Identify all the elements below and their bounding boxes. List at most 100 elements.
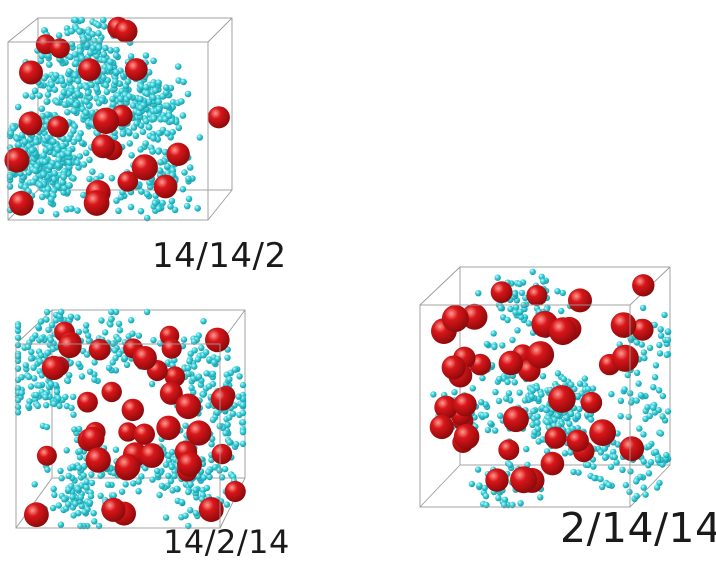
small-sphere — [179, 112, 187, 119]
small-sphere — [51, 170, 58, 177]
small-sphere — [490, 330, 497, 337]
small-sphere — [39, 112, 46, 120]
large-sphere — [207, 106, 230, 129]
small-sphere — [50, 400, 58, 407]
small-sphere — [58, 77, 66, 85]
small-sphere — [115, 336, 122, 343]
small-sphere — [171, 472, 178, 480]
small-sphere — [652, 448, 660, 456]
small-sphere — [503, 395, 510, 402]
small-sphere — [597, 475, 604, 483]
small-sphere — [52, 382, 59, 389]
small-sphere — [115, 320, 123, 327]
small-sphere — [132, 132, 140, 140]
simulation-box-render-b — [14, 308, 247, 530]
small-sphere — [567, 410, 575, 418]
small-sphere — [165, 472, 172, 479]
small-sphere — [644, 404, 651, 411]
small-sphere — [86, 499, 94, 506]
small-sphere — [74, 159, 81, 166]
small-sphere — [88, 479, 96, 487]
small-sphere — [164, 102, 171, 110]
small-sphere — [74, 207, 81, 214]
small-sphere — [487, 420, 494, 427]
small-sphere — [540, 278, 547, 285]
small-sphere — [115, 207, 122, 215]
small-sphere — [43, 190, 51, 198]
small-sphere — [36, 358, 44, 365]
small-sphere — [194, 205, 201, 212]
small-sphere — [516, 280, 523, 288]
small-sphere — [48, 321, 56, 329]
small-sphere — [71, 72, 79, 79]
small-sphere — [162, 461, 170, 468]
box-front-edges — [419, 304, 631, 508]
small-sphere — [475, 290, 482, 297]
small-sphere — [102, 329, 109, 336]
small-sphere — [103, 88, 111, 96]
small-sphere — [10, 125, 17, 132]
small-sphere — [640, 484, 647, 491]
small-sphere — [46, 61, 53, 68]
small-sphere — [60, 135, 67, 143]
large-sphere — [92, 107, 120, 134]
small-sphere — [484, 426, 492, 434]
small-sphere — [118, 488, 126, 495]
small-sphere — [53, 388, 61, 396]
small-sphere — [76, 454, 84, 461]
large-sphere — [526, 341, 555, 369]
large-sphere — [186, 420, 212, 446]
small-sphere — [61, 496, 68, 503]
small-sphere — [637, 392, 645, 399]
small-sphere — [70, 512, 77, 519]
small-sphere — [112, 308, 120, 316]
small-sphere — [106, 64, 114, 72]
small-sphere — [68, 205, 75, 212]
small-sphere — [41, 158, 49, 166]
small-sphere — [108, 308, 115, 316]
large-sphere — [485, 468, 509, 492]
small-sphere — [663, 451, 670, 459]
small-sphere — [162, 89, 170, 96]
small-sphere — [91, 376, 98, 383]
small-sphere — [155, 79, 162, 86]
large-sphere — [131, 154, 158, 181]
small-sphere — [180, 336, 188, 343]
small-sphere — [162, 84, 170, 91]
small-sphere — [127, 203, 135, 211]
small-sphere — [149, 476, 156, 483]
small-sphere — [54, 99, 61, 106]
small-sphere — [190, 338, 198, 345]
small-sphere — [85, 337, 93, 345]
small-sphere — [509, 336, 516, 344]
small-sphere — [75, 425, 83, 433]
small-sphere — [535, 438, 542, 445]
small-sphere — [47, 336, 54, 344]
large-sphere — [175, 393, 202, 420]
small-sphere — [198, 344, 205, 351]
small-sphere — [135, 478, 142, 485]
small-sphere — [40, 171, 47, 178]
small-sphere — [68, 404, 75, 412]
small-sphere — [18, 389, 25, 397]
small-sphere — [640, 431, 647, 438]
small-sphere — [142, 140, 149, 147]
large-sphere — [211, 443, 233, 465]
small-sphere — [119, 130, 127, 138]
small-sphere — [48, 81, 55, 88]
small-sphere — [570, 468, 577, 476]
small-sphere — [113, 68, 120, 76]
small-sphere — [560, 375, 567, 383]
small-sphere — [506, 461, 514, 468]
small-sphere — [641, 354, 648, 362]
large-sphere — [568, 288, 592, 313]
small-sphere — [479, 374, 486, 382]
small-sphere — [602, 454, 609, 461]
small-sphere — [150, 135, 157, 142]
small-sphere — [528, 393, 535, 400]
small-sphere — [70, 175, 77, 182]
small-sphere — [203, 484, 211, 492]
small-sphere — [154, 467, 161, 475]
small-sphere — [239, 419, 247, 426]
small-sphere — [77, 494, 85, 501]
